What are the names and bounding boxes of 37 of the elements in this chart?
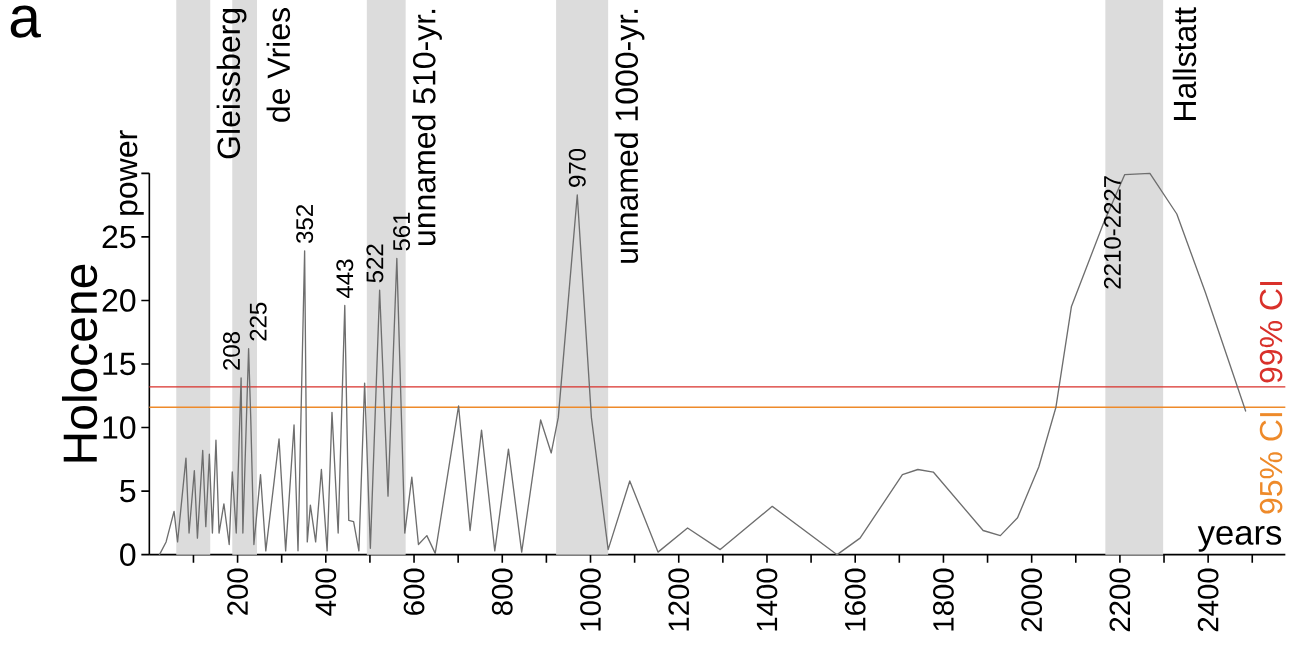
y-tick-label: 15 — [103, 352, 136, 376]
x-tick-label: 800 — [491, 568, 513, 615]
x-tick-label: 1800 — [933, 568, 954, 631]
y-tick-label: 5 — [120, 479, 136, 503]
annotation: 208 — [223, 331, 240, 370]
ref-line-label: 99% CI — [1259, 281, 1283, 383]
band-label: unnamed 1000-yr. — [614, 9, 645, 263]
annotation: 352 — [296, 204, 314, 243]
text: power — [119, 130, 144, 215]
x-tick-label: 1200 — [668, 568, 690, 631]
y-axis-title: Holocene — [61, 264, 98, 462]
annotation: 970 — [568, 148, 586, 187]
x-tick-label: 1400 — [756, 568, 778, 631]
y-tick-label: 0 — [120, 543, 136, 566]
x-tick-label: 2000 — [1021, 568, 1043, 631]
band-label: unnamed 510-yr. — [412, 9, 442, 245]
y-tick-label: 10 — [103, 416, 136, 439]
x-tick-label: 600 — [403, 568, 425, 615]
text: a — [10, 5, 41, 38]
y-tick-label: 20 — [102, 288, 136, 312]
annotation: 225 — [249, 302, 267, 341]
annotation: 522 — [366, 244, 384, 283]
x-tick-label: 400 — [315, 568, 337, 616]
y-tick-label: 25 — [102, 225, 136, 249]
annotation: 561 — [393, 212, 411, 251]
band-label: de Vries — [266, 7, 291, 122]
band-label: Gleissberg — [216, 8, 247, 159]
ref-line-label: 95% CI — [1259, 412, 1283, 514]
x-tick-label: 2200 — [1109, 568, 1131, 631]
x-tick-label: 200 — [227, 568, 248, 615]
x-tick-label: 1600 — [844, 568, 866, 631]
x-tick-label: 2400 — [1197, 568, 1219, 631]
band-label: Hallstatt — [1172, 7, 1197, 120]
x-tick-label: 1000 — [580, 568, 601, 631]
annotation: 443 — [336, 259, 354, 298]
annotation: 2210-2227 — [1103, 176, 1121, 289]
x-axis-title: years — [1197, 525, 1282, 552]
